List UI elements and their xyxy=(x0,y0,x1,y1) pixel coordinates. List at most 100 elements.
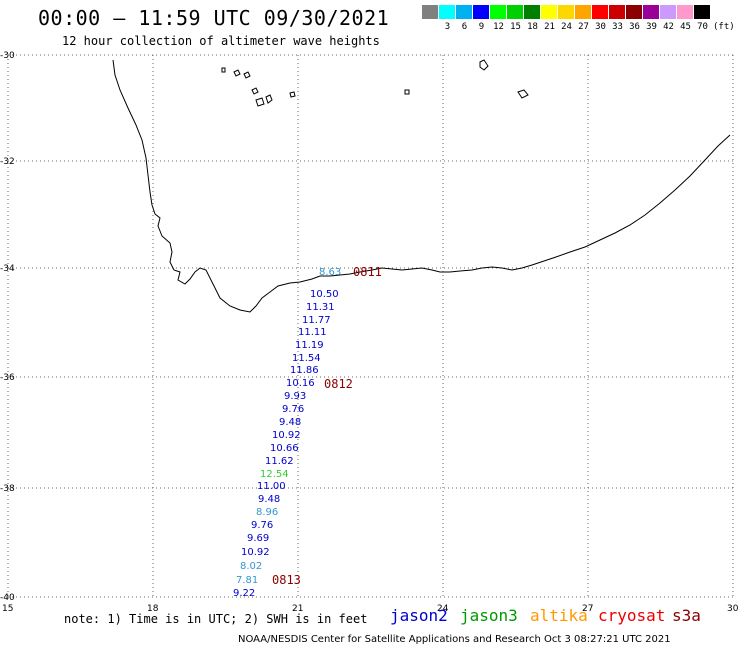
legend-swatch xyxy=(524,5,541,19)
latitude-label: -30 xyxy=(0,51,15,61)
wave-height-label: 11.62 xyxy=(265,456,294,467)
island-1 xyxy=(221,67,226,73)
legend-swatch xyxy=(541,5,558,19)
time-label: 0811 xyxy=(353,265,382,279)
legend-swatches xyxy=(422,5,735,19)
wave-height-label: 9.48 xyxy=(279,417,301,428)
satellite-label-s3a: s3a xyxy=(672,606,701,625)
wave-height-label: 7.81 xyxy=(236,575,258,586)
legend-swatch xyxy=(626,5,643,19)
longitude-label: 18 xyxy=(147,604,159,614)
legend-swatch xyxy=(677,5,694,19)
legend-swatch xyxy=(456,5,473,19)
wave-height-label: 9.93 xyxy=(284,391,306,402)
latitude-label: -36 xyxy=(0,373,15,383)
longitude-label: 30 xyxy=(727,604,739,614)
satellite-label-cryosat: cryosat xyxy=(598,606,666,625)
legend-label: 18 xyxy=(527,22,538,32)
legend-swatch xyxy=(694,5,711,19)
legend-label: 15 xyxy=(510,22,521,32)
legend-swatch xyxy=(439,5,456,19)
satellite-label-altika: altika xyxy=(530,606,588,625)
wave-height-label: 8.96 xyxy=(256,507,278,518)
longitude-label: 24 xyxy=(437,604,449,614)
island-7 xyxy=(289,91,296,98)
longitude-label: 15 xyxy=(2,604,13,614)
map-title: 00:00 – 11:59 UTC 09/30/2021 xyxy=(38,6,390,30)
island-6 xyxy=(265,94,273,104)
legend-swatch xyxy=(473,5,490,19)
coastline-africa xyxy=(112,59,731,313)
legend-label: 45 xyxy=(680,22,691,32)
longitude-label: 21 xyxy=(292,604,303,614)
island-8 xyxy=(479,59,489,71)
legend-swatch xyxy=(507,5,524,19)
wave-height-label: 9.48 xyxy=(258,494,280,505)
wave-height-label: 8.63 xyxy=(319,267,341,278)
satellite-label-jason3: jason3 xyxy=(460,606,518,625)
legend-swatch xyxy=(490,5,507,19)
wave-height-label: 9.69 xyxy=(247,533,269,544)
legend-label: 6 xyxy=(461,22,468,32)
legend-label: 21 xyxy=(544,22,555,32)
wave-height-label: 11.77 xyxy=(302,315,331,326)
legend-label: 30 xyxy=(595,22,606,32)
wave-height-label: 10.50 xyxy=(310,289,339,300)
wave-height-label: 10.16 xyxy=(286,378,315,389)
legend-swatch xyxy=(643,5,660,19)
wave-height-label: 10.66 xyxy=(270,443,299,454)
wave-height-label: 10.92 xyxy=(272,430,301,441)
wave-height-label: 11.19 xyxy=(295,340,324,351)
legend-label: 42 xyxy=(663,22,674,32)
time-labels: 0811 0812 0813 xyxy=(272,265,382,587)
wave-height-label: 11.31 xyxy=(306,302,335,313)
islands xyxy=(221,59,529,107)
wave-height-label: 11.00 xyxy=(257,481,286,492)
satellite-label-jason2: jason2 xyxy=(390,606,448,625)
wave-height-label: 11.11 xyxy=(298,327,327,338)
latitude-label: -34 xyxy=(0,264,15,274)
wave-height-label: 12.54 xyxy=(260,469,289,480)
legend-label: 36 xyxy=(629,22,640,32)
legend-label: 39 xyxy=(646,22,657,32)
legend-label: 24 xyxy=(561,22,572,32)
legend-unit: (ft) xyxy=(713,22,735,32)
legend-label: 70 xyxy=(697,22,708,32)
legend-label: 12 xyxy=(493,22,504,32)
legend-swatch xyxy=(422,5,439,19)
time-label: 0813 xyxy=(272,573,301,587)
island-3 xyxy=(243,71,251,79)
island-10 xyxy=(517,89,529,99)
island-5 xyxy=(255,97,265,107)
wave-height-label: 11.86 xyxy=(290,365,319,376)
wave-height-label: 10.92 xyxy=(241,547,270,558)
legend-swatch xyxy=(592,5,609,19)
coastline xyxy=(112,59,731,313)
island-2 xyxy=(233,69,241,77)
wave-height-label: 11.54 xyxy=(292,353,321,364)
wave-height-label: 9.22 xyxy=(233,588,255,599)
legend-label: 3 xyxy=(444,22,451,32)
legend-label: 27 xyxy=(578,22,589,32)
legend-swatch xyxy=(660,5,677,19)
footer-note: note: 1) Time is in UTC; 2) SWH is in fe… xyxy=(64,612,368,626)
wave-height-label: 9.76 xyxy=(282,404,304,415)
latitude-label: -38 xyxy=(0,484,15,494)
map-subtitle: 12 hour collection of altimeter wave hei… xyxy=(62,34,380,48)
credit-line: NOAA/NESDIS Center for Satellite Applica… xyxy=(238,634,671,645)
legend-labels: 3 6 9 12 15 18 21 24 27 30 33 36 39 42 45 70 (ft) xyxy=(422,22,735,32)
latitude-label: -32 xyxy=(0,157,15,167)
latitude-label: -40 xyxy=(0,593,15,603)
legend-swatch xyxy=(609,5,626,19)
time-label: 0812 xyxy=(324,377,353,391)
wave-height-label: 9.76 xyxy=(251,520,273,531)
longitude-label: 27 xyxy=(582,604,593,614)
legend-swatch xyxy=(575,5,592,19)
island-4 xyxy=(251,87,259,95)
color-scale-legend: 3 6 9 12 15 18 21 24 27 30 33 36 39 42 45 70 (ft) xyxy=(422,5,735,32)
legend-label: 33 xyxy=(612,22,623,32)
island-9 xyxy=(404,89,410,95)
